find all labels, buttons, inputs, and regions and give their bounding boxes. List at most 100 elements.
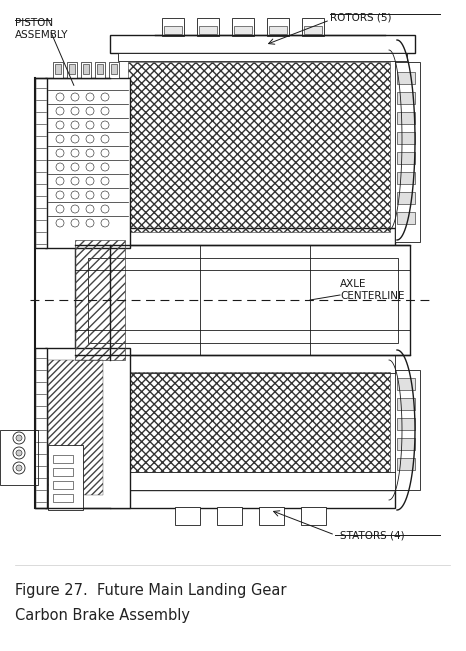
Bar xyxy=(0,430,38,485)
Circle shape xyxy=(86,149,94,157)
Circle shape xyxy=(101,177,109,185)
Bar xyxy=(53,481,73,489)
Bar xyxy=(111,64,117,74)
Circle shape xyxy=(101,135,109,143)
Bar xyxy=(128,62,390,232)
Bar xyxy=(48,360,103,495)
Bar xyxy=(397,192,415,204)
Bar xyxy=(69,64,75,74)
Bar xyxy=(110,228,395,246)
Bar xyxy=(301,507,326,525)
Bar xyxy=(55,64,61,74)
Circle shape xyxy=(56,149,64,157)
Bar xyxy=(175,507,200,525)
Circle shape xyxy=(86,191,94,199)
Text: Carbon Brake Assembly: Carbon Brake Assembly xyxy=(15,608,190,623)
Circle shape xyxy=(71,149,79,157)
Bar xyxy=(234,26,252,34)
Bar xyxy=(397,458,415,470)
Circle shape xyxy=(101,107,109,115)
Bar xyxy=(395,370,420,490)
Bar xyxy=(53,468,73,476)
Circle shape xyxy=(56,219,64,227)
Circle shape xyxy=(71,219,79,227)
Bar xyxy=(128,372,390,472)
Circle shape xyxy=(86,163,94,171)
Bar xyxy=(269,26,287,34)
Bar xyxy=(118,472,407,490)
Bar xyxy=(88,258,398,343)
Circle shape xyxy=(71,191,79,199)
Circle shape xyxy=(13,462,25,474)
Circle shape xyxy=(16,465,22,471)
Circle shape xyxy=(13,447,25,459)
Circle shape xyxy=(16,435,22,441)
Bar xyxy=(53,494,73,502)
Circle shape xyxy=(101,219,109,227)
Circle shape xyxy=(71,121,79,129)
Bar xyxy=(83,64,89,74)
Circle shape xyxy=(56,93,64,101)
Circle shape xyxy=(56,177,64,185)
Bar xyxy=(397,152,415,164)
Circle shape xyxy=(71,93,79,101)
Bar xyxy=(110,355,395,373)
Circle shape xyxy=(56,163,64,171)
Bar xyxy=(397,378,415,390)
Bar xyxy=(304,26,322,34)
Bar xyxy=(397,92,415,104)
Circle shape xyxy=(13,432,25,444)
Bar xyxy=(45,78,130,248)
Circle shape xyxy=(71,135,79,143)
Text: PISTON
ASSEMBLY: PISTON ASSEMBLY xyxy=(15,18,69,40)
Circle shape xyxy=(56,191,64,199)
Circle shape xyxy=(86,177,94,185)
Bar xyxy=(53,62,63,78)
Circle shape xyxy=(56,107,64,115)
Circle shape xyxy=(101,163,109,171)
Bar xyxy=(109,62,119,78)
Circle shape xyxy=(86,107,94,115)
Text: STATORS (4): STATORS (4) xyxy=(340,530,404,540)
Text: Figure 27.  Future Main Landing Gear: Figure 27. Future Main Landing Gear xyxy=(15,583,287,598)
Bar xyxy=(97,64,103,74)
Circle shape xyxy=(56,121,64,129)
Circle shape xyxy=(86,205,94,213)
Bar xyxy=(35,348,47,508)
Bar xyxy=(45,348,130,508)
Circle shape xyxy=(101,205,109,213)
Circle shape xyxy=(71,163,79,171)
Bar xyxy=(199,26,217,34)
Bar xyxy=(48,445,83,510)
Bar xyxy=(397,418,415,430)
Bar xyxy=(35,78,47,248)
Bar xyxy=(302,18,324,36)
Circle shape xyxy=(86,135,94,143)
Bar xyxy=(267,18,289,36)
Circle shape xyxy=(71,205,79,213)
Bar xyxy=(232,18,254,36)
Circle shape xyxy=(86,219,94,227)
Bar xyxy=(95,62,105,78)
Bar xyxy=(397,172,415,184)
Circle shape xyxy=(101,191,109,199)
Bar xyxy=(162,18,184,36)
Circle shape xyxy=(56,205,64,213)
Bar xyxy=(164,26,182,34)
Bar xyxy=(110,490,395,508)
Circle shape xyxy=(101,121,109,129)
Bar xyxy=(397,72,415,84)
Circle shape xyxy=(101,149,109,157)
Bar xyxy=(217,507,242,525)
Bar xyxy=(118,53,407,61)
Bar xyxy=(397,112,415,124)
Bar xyxy=(397,212,415,224)
Bar xyxy=(197,18,219,36)
Circle shape xyxy=(16,450,22,456)
Bar xyxy=(75,245,410,355)
Bar xyxy=(397,438,415,450)
Circle shape xyxy=(71,177,79,185)
Text: AXLE
CENTERLINE: AXLE CENTERLINE xyxy=(340,279,404,301)
Bar xyxy=(67,62,77,78)
Bar xyxy=(81,62,91,78)
